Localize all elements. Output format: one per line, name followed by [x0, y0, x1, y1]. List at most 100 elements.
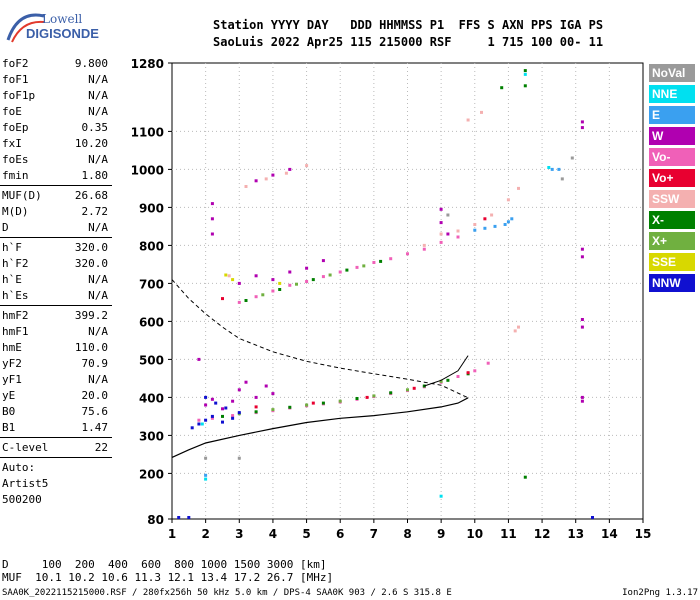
param-row: foEs N/A: [0, 152, 112, 168]
param-name: B1: [2, 421, 16, 434]
echo-point: [338, 399, 342, 403]
echo-point: [580, 318, 584, 321]
param-row: foF1p N/A: [0, 88, 112, 104]
true-height-profile: [171, 397, 469, 458]
x-tick-label: 1: [168, 527, 176, 541]
echo-point: [271, 408, 275, 412]
param-value: 320.0: [74, 257, 108, 270]
echo-point: [210, 416, 214, 420]
y-tick-label: 1100: [131, 125, 164, 139]
y-tick-label: 1280: [131, 57, 164, 71]
echo-point: [510, 217, 514, 221]
param-value: 26.68: [74, 189, 108, 202]
param-value: N/A: [88, 153, 108, 166]
echo-point: [480, 110, 483, 114]
param-separator: [0, 185, 112, 186]
echo-point: [288, 270, 292, 274]
echo-point: [570, 156, 574, 160]
param-name: h`F: [2, 241, 22, 254]
echo-point: [466, 118, 470, 122]
param-separator: [0, 437, 112, 438]
param-row: foE N/A: [0, 104, 112, 120]
echo-point: [338, 270, 342, 274]
echo-point: [321, 401, 325, 405]
param-row: foF2 9.800: [0, 56, 112, 72]
param-value: 9.800: [74, 57, 108, 70]
echo-point: [244, 299, 248, 302]
echo-point: [580, 395, 584, 399]
param-row: hmF2 399.2: [0, 308, 112, 324]
param-value: N/A: [88, 73, 108, 86]
y-tick-label: 400: [139, 391, 164, 405]
legend-entry: E: [649, 106, 695, 124]
header-labels: Station YYYY DAY DDD HHMMSS P1 FFS S AXN…: [213, 18, 604, 32]
echo-point: [177, 516, 181, 519]
echo-point: [547, 166, 551, 169]
echo-point: [580, 325, 584, 329]
echo-point: [214, 401, 218, 405]
echo-point: [204, 418, 208, 422]
echo-point: [264, 384, 268, 388]
echo-point: [580, 399, 584, 403]
echo-point: [244, 185, 248, 188]
param-row: yE 20.0: [0, 388, 112, 404]
param-name: D: [2, 221, 9, 234]
echo-point: [237, 456, 241, 460]
x-tick-label: 8: [403, 527, 411, 541]
echo-point: [244, 380, 248, 384]
echo-point: [224, 273, 228, 277]
x-tick-label: 15: [635, 527, 652, 541]
echo-point: [278, 281, 282, 285]
y-tick-label: 900: [139, 201, 164, 215]
echo-point: [221, 407, 224, 411]
echo-point: [506, 198, 510, 202]
echo-point: [580, 255, 584, 259]
echo-point: [204, 477, 208, 481]
x-tick-label: 9: [437, 527, 445, 541]
echo-point: [439, 221, 443, 225]
param-value: N/A: [88, 373, 108, 386]
param-name: hmF2: [2, 309, 29, 322]
echo-point: [523, 69, 527, 73]
param-row: foEp 0.35: [0, 120, 112, 136]
y-tick-label: 300: [139, 429, 164, 443]
echo-point: [271, 289, 275, 293]
profile-upper-dashed: [171, 279, 469, 399]
echo-point: [513, 329, 517, 333]
echo-point: [422, 243, 426, 247]
echo-point: [295, 282, 298, 286]
param-value: N/A: [88, 105, 108, 118]
legend-entry: Vo-: [649, 148, 695, 166]
param-name: C-level: [2, 441, 49, 454]
echo-point: [227, 274, 231, 278]
echo-point: [210, 232, 214, 236]
echo-point: [321, 275, 325, 279]
x-tick-label: 4: [269, 527, 277, 541]
echo-point: [439, 494, 443, 498]
param-value: N/A: [88, 273, 108, 286]
echo-point: [580, 126, 584, 130]
echo-point: [412, 386, 416, 390]
param-name: yF2: [2, 357, 22, 370]
scaled-parameters-panel: foF2 9.800 foF1 N/A foF1p N/A foE N/A foEp 0.35 fx…: [0, 56, 112, 508]
footer-version: Ion2Png 1.3.17: [622, 588, 698, 598]
param-row: fmin 1.80: [0, 168, 112, 184]
echo-point: [493, 224, 497, 228]
param-value: N/A: [88, 325, 108, 338]
param-name: hmF1: [2, 325, 29, 338]
echo-point: [560, 177, 564, 181]
legend-entry: X-: [649, 211, 695, 229]
param-value: 75.6: [81, 405, 109, 418]
echo-point: [580, 120, 584, 124]
echo-point: [439, 207, 443, 211]
legend-entry: SSW: [649, 190, 695, 208]
echo-point: [200, 422, 204, 426]
echo-point: [389, 257, 393, 261]
param-separator: [0, 237, 112, 238]
echo-point: [305, 403, 309, 407]
param-separator: [0, 457, 112, 458]
echo-point: [204, 456, 208, 460]
echo-point: [237, 281, 241, 285]
echo-point: [466, 371, 470, 375]
